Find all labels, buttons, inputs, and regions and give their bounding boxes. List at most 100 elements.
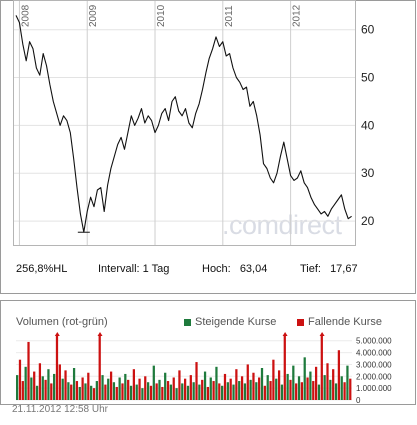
volume-bar — [181, 383, 184, 400]
volume-bar — [243, 383, 247, 400]
volume-bar — [232, 384, 235, 400]
volume-bar — [101, 375, 104, 400]
stat-interval-label: Intervall: — [98, 263, 140, 275]
volume-chart: 0 1.000.000 2.000.000 3.000.000 4.000.000 5.0… — [0, 300, 417, 410]
price-x-axis: 2008 2009 2010 2011 2012 — [20, 4, 302, 27]
volume-bar — [218, 383, 221, 400]
volume-bar — [184, 378, 187, 400]
volume-bar — [18, 359, 22, 400]
volume-bar — [275, 378, 278, 400]
volume-bar — [55, 336, 59, 400]
price-plot-border — [13, 0, 356, 246]
volume-bar — [166, 381, 170, 400]
volume-bar — [149, 385, 153, 400]
price-panel-border — [0, 0, 416, 294]
price-x-tick-label: 2009 — [88, 4, 99, 27]
timestamp: 21.11.2012 12:58 Uhr — [12, 404, 109, 415]
volume-bar — [198, 384, 201, 400]
volume-bar — [72, 368, 76, 400]
volume-bar — [53, 373, 56, 400]
volume-bar — [203, 371, 207, 400]
volume-bar — [229, 378, 232, 400]
volume-bar — [70, 384, 73, 400]
volume-bar — [337, 350, 341, 400]
volume-bar — [27, 341, 30, 400]
volume-bar — [212, 381, 215, 400]
volume-bar — [260, 368, 264, 400]
volume-bar — [272, 359, 275, 400]
volume-title: Volumen (rot-grün) — [16, 316, 108, 328]
stat-performance: 256,8%HL — [16, 263, 68, 275]
volume-bar — [269, 381, 272, 400]
price-x-tick-label: 2010 — [156, 4, 167, 27]
volume-bar — [24, 366, 27, 400]
volume-bar — [332, 369, 335, 400]
volume-bar — [41, 376, 44, 400]
volume-y-tick-label: 2.000.000 — [356, 372, 392, 381]
price-y-tick-label: 60 — [361, 23, 375, 37]
stat-low-label: Tief: — [300, 263, 321, 275]
volume-bar-overflow-arrow — [97, 332, 103, 336]
volume-bar — [317, 384, 321, 400]
volume-bar — [30, 377, 33, 400]
volume-bar — [104, 384, 107, 400]
volume-bar — [240, 376, 244, 400]
volume-bar — [320, 336, 323, 400]
volume-bar — [144, 376, 147, 400]
legend-rising-swatch — [184, 318, 191, 326]
volume-bar — [124, 373, 127, 400]
volume-bar — [186, 385, 190, 400]
volume-chart-svg: 0 1.000.000 2.000.000 3.000.000 4.000.000 5.0… — [0, 300, 416, 405]
volume-y-axis: 0 1.000.000 2.000.000 3.000.000 4.000.000 5.0… — [356, 337, 392, 405]
volume-bar — [84, 383, 87, 400]
volume-bar — [129, 385, 133, 400]
volume-bar — [221, 385, 224, 400]
volume-bar — [292, 365, 295, 400]
stat-low-value: 17,67 — [330, 263, 358, 275]
volume-bar — [235, 369, 238, 400]
volume-bar — [206, 386, 210, 400]
volume-bar — [209, 377, 212, 400]
legend-falling-label: Fallende Kurse — [308, 316, 382, 328]
volume-bar — [132, 369, 135, 400]
volume-bar — [289, 379, 292, 400]
volume-bar — [343, 382, 346, 400]
volume-bar — [98, 336, 101, 400]
volume-bar — [323, 375, 326, 400]
volume-bar — [280, 384, 284, 400]
volume-y-tick-label: 1.000.000 — [356, 384, 392, 393]
volume-bar — [58, 364, 61, 400]
volume-bar — [161, 386, 164, 400]
volume-bar — [35, 385, 39, 400]
volume-bar — [146, 382, 150, 400]
volume-bar — [246, 364, 249, 400]
volume-panel-border — [0, 300, 416, 405]
volume-bar — [297, 376, 301, 400]
price-y-tick-label: 30 — [361, 166, 375, 180]
volume-bar — [255, 382, 258, 400]
volume-bar — [107, 378, 110, 400]
volume-bar — [75, 381, 79, 400]
stat-interval-value: 1 Tag — [142, 263, 170, 275]
volume-bar — [127, 379, 130, 400]
volume-bar — [16, 375, 19, 400]
stat-low: Tief: 17,67 — [300, 263, 358, 275]
volume-bar — [195, 362, 198, 400]
stat-high: Hoch: 63,04 — [202, 263, 267, 275]
volume-bar — [164, 372, 167, 400]
volume-bar — [346, 365, 349, 400]
legend-falling: Fallende Kurse — [297, 316, 382, 328]
price-y-tick-label: 20 — [361, 214, 375, 228]
volume-bar — [87, 372, 90, 400]
volume-bar — [175, 388, 178, 400]
legend-falling-swatch — [297, 318, 304, 326]
volume-bar — [277, 370, 281, 400]
volume-bar — [201, 379, 204, 400]
volume-bar — [226, 382, 229, 400]
volume-bar — [169, 384, 173, 400]
volume-bar — [312, 381, 315, 400]
volume-bar — [283, 336, 286, 400]
volume-bar — [314, 366, 318, 400]
volume-bar-overflow-arrow — [319, 332, 325, 336]
volume-bar — [92, 388, 96, 400]
